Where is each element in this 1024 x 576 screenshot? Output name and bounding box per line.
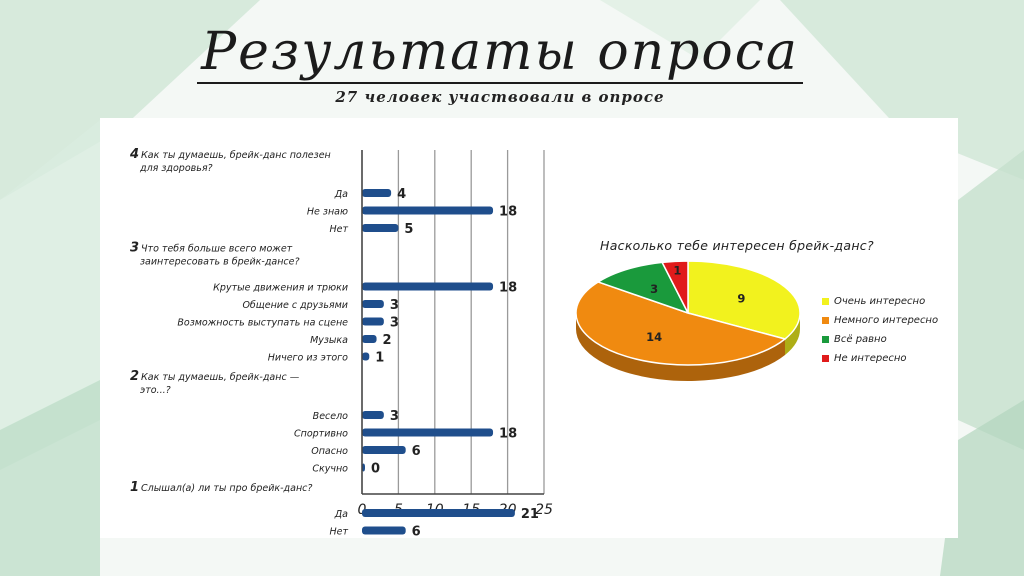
bar (362, 526, 406, 535)
bg-shape (780, 0, 1024, 180)
pie-value-label: 9 (737, 292, 745, 306)
category-label: Не знаю (307, 207, 348, 218)
bar-value-label: 5 (404, 222, 413, 237)
bar (362, 189, 392, 197)
pie-slice (575, 281, 787, 366)
question-label: 1 Слышал(а) ли ты про брейк-данс? (130, 480, 312, 495)
bg-shape (0, 380, 100, 576)
category-label: Нет (329, 224, 348, 235)
pie-value-label: 3 (650, 282, 658, 296)
bar (362, 206, 494, 215)
legend-item: Не интересно (822, 349, 938, 368)
category-label: Да (334, 189, 348, 200)
legend-label: Немного интересно (834, 315, 939, 326)
bar-value-label: 3 (390, 409, 399, 424)
bar-value-label: 18 (499, 281, 517, 296)
pie-slice-side (576, 313, 785, 381)
pie-slice (596, 261, 690, 315)
category-label: Да (334, 509, 348, 520)
page-title: Результаты опроса (0, 22, 1000, 84)
pie-chart: 9 14 3 1 (575, 260, 801, 381)
bar-value-label: 21 (521, 507, 539, 522)
legend-swatch (822, 317, 829, 324)
bg-shape (0, 120, 100, 470)
bar (362, 224, 399, 232)
chart-panel (100, 118, 958, 538)
x-tick-label: 0 (358, 502, 367, 518)
bar-value-label: 0 (371, 462, 380, 477)
bar (362, 282, 494, 291)
category-label: Возможность выступать на сцене (177, 318, 348, 329)
legend-label: Очень интересно (834, 296, 926, 307)
bar-value-label: 3 (390, 298, 399, 313)
category-label: Спортивно (294, 429, 348, 440)
category-label: Опасно (311, 446, 348, 457)
bg-shape (600, 0, 760, 60)
legend-label: Не интересно (834, 353, 907, 364)
legend-swatch (822, 336, 829, 343)
bar-value-label: 4 (397, 187, 406, 202)
bar-value-label: 18 (499, 205, 517, 220)
bar (362, 446, 406, 454)
bar-value-label: 6 (412, 525, 421, 539)
bar (362, 411, 384, 419)
category-label: Музыка (310, 335, 348, 346)
legend-swatch (822, 355, 829, 362)
legend-swatch (822, 298, 829, 305)
category-label: Весело (313, 411, 349, 422)
bar-value-label: 1 (375, 351, 384, 366)
question-label: 2 Как ты думаешь, брейк-данс — это...? (130, 369, 300, 396)
question-label: 3 Что тебя больше всего может заинтересова… (130, 241, 300, 268)
bar (362, 300, 384, 308)
legend-label: Всё равно (834, 334, 887, 345)
bg-shape (940, 400, 1024, 576)
question-label: 4 Как ты думаешь, брейк-данс полезен для з… (129, 147, 331, 174)
bar-value-label: 18 (499, 427, 517, 442)
bar-value-label: 2 (383, 333, 392, 348)
legend-item: Немного интересно (822, 311, 938, 330)
legend-item: Всё равно (822, 330, 938, 349)
category-label: Нет (329, 527, 348, 538)
page-subtitle: 27 человек участвовали в опросе (335, 88, 665, 106)
category-label: Общение с друзьями (242, 300, 348, 311)
bar (362, 335, 377, 343)
bar (362, 428, 494, 437)
pie-value-label: 14 (646, 330, 662, 344)
category-label: Скучно (312, 464, 348, 475)
pie-slice-side (784, 313, 800, 355)
bg-shape (958, 150, 1024, 450)
category-label: Крутые движения и трюки (213, 283, 348, 294)
bar-value-label: 3 (390, 316, 399, 331)
bar (362, 352, 370, 361)
category-label: Ничего из этого (268, 353, 348, 364)
bar-chart: 05101520254Как ты думаешь, брейк-данс по… (129, 147, 553, 539)
bar (362, 317, 384, 326)
legend-item: Очень интересно (822, 292, 938, 311)
pie-slice (687, 260, 801, 340)
x-tick-label: 25 (535, 502, 553, 518)
pie-slice (661, 260, 689, 314)
bar-value-label: 6 (412, 444, 421, 459)
pie-chart-title: Насколько тебе интересен брейк-данс? (600, 238, 874, 253)
pie-legend: Очень интересно Немного интересно Всё равн… (822, 292, 938, 368)
bar (362, 509, 515, 517)
pie-value-label: 1 (673, 264, 681, 278)
